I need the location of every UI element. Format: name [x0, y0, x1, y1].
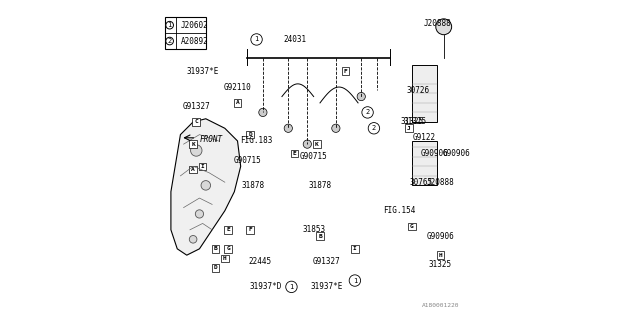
Text: E: E [292, 151, 296, 156]
Circle shape [251, 34, 262, 45]
Circle shape [368, 123, 380, 134]
Text: J20602: J20602 [180, 21, 208, 30]
Text: F: F [248, 227, 252, 232]
FancyBboxPatch shape [234, 99, 241, 107]
Text: 31325: 31325 [429, 260, 452, 269]
Text: I: I [201, 164, 205, 169]
FancyBboxPatch shape [313, 140, 321, 148]
Text: B: B [318, 234, 322, 239]
Text: 31325: 31325 [404, 117, 427, 126]
Circle shape [332, 124, 340, 132]
Circle shape [285, 281, 297, 292]
Text: 31878: 31878 [242, 181, 265, 190]
Text: 2: 2 [365, 109, 370, 116]
Text: B: B [214, 246, 217, 251]
Text: F: F [344, 69, 348, 74]
Text: 2: 2 [168, 38, 172, 44]
FancyBboxPatch shape [211, 245, 219, 252]
FancyBboxPatch shape [224, 226, 232, 234]
FancyBboxPatch shape [436, 252, 444, 259]
FancyBboxPatch shape [164, 17, 206, 49]
Text: FRONT: FRONT [200, 135, 223, 144]
FancyBboxPatch shape [246, 131, 254, 139]
Text: G90715: G90715 [300, 152, 328, 161]
Text: D: D [214, 265, 217, 270]
Circle shape [303, 140, 312, 148]
FancyBboxPatch shape [405, 124, 413, 132]
FancyBboxPatch shape [211, 264, 219, 272]
Text: I: I [353, 246, 356, 251]
Text: A20892: A20892 [180, 36, 208, 45]
Text: G9122: G9122 [413, 133, 436, 142]
Text: 31937*D: 31937*D [250, 282, 282, 292]
Text: G92110: G92110 [223, 83, 252, 92]
FancyBboxPatch shape [316, 232, 324, 240]
Polygon shape [171, 119, 241, 255]
Circle shape [284, 124, 292, 132]
Text: A: A [236, 100, 239, 105]
FancyBboxPatch shape [224, 245, 232, 252]
Text: K: K [315, 142, 319, 147]
Text: FIG.183: FIG.183 [241, 136, 273, 146]
Text: FIG.154: FIG.154 [383, 206, 415, 215]
Text: 1: 1 [255, 36, 259, 43]
Circle shape [166, 21, 173, 29]
Circle shape [195, 210, 204, 218]
Text: J: J [407, 126, 411, 131]
FancyBboxPatch shape [189, 166, 197, 173]
Text: 31325: 31325 [401, 117, 424, 126]
Text: G90906: G90906 [420, 149, 448, 158]
Text: H: H [223, 256, 227, 261]
Circle shape [191, 145, 202, 156]
FancyBboxPatch shape [221, 254, 228, 262]
FancyBboxPatch shape [246, 226, 254, 234]
Text: A: A [191, 167, 195, 172]
FancyBboxPatch shape [412, 65, 437, 122]
Text: 24031: 24031 [283, 35, 306, 44]
Circle shape [259, 108, 267, 116]
Text: G91327: G91327 [182, 101, 210, 111]
FancyBboxPatch shape [291, 150, 298, 157]
Text: G90715: G90715 [233, 156, 261, 164]
Text: 2: 2 [372, 125, 376, 131]
Text: G: G [410, 224, 414, 229]
Text: 1: 1 [289, 284, 294, 290]
Circle shape [166, 37, 173, 45]
Circle shape [357, 92, 365, 101]
Text: D: D [248, 132, 252, 137]
Text: H: H [438, 253, 442, 258]
Circle shape [189, 236, 197, 243]
Text: J20888: J20888 [427, 178, 454, 187]
Text: 30726: 30726 [407, 86, 430, 95]
Text: G90906: G90906 [427, 232, 454, 241]
Text: 31937*E: 31937*E [186, 67, 219, 76]
Text: E: E [226, 227, 230, 232]
FancyBboxPatch shape [408, 223, 416, 230]
Text: K: K [191, 142, 195, 147]
Circle shape [349, 275, 360, 286]
Text: G91327: G91327 [312, 257, 340, 266]
Text: 31853: 31853 [302, 225, 325, 234]
Text: 22445: 22445 [248, 257, 271, 266]
Circle shape [436, 19, 452, 35]
Text: A180001220: A180001220 [422, 303, 460, 308]
Text: 1: 1 [168, 22, 172, 28]
FancyBboxPatch shape [412, 141, 437, 185]
FancyBboxPatch shape [199, 163, 207, 170]
Text: 1: 1 [353, 277, 357, 284]
Text: J20888: J20888 [424, 19, 451, 28]
FancyBboxPatch shape [351, 245, 358, 252]
Text: C: C [195, 119, 198, 124]
FancyBboxPatch shape [193, 118, 200, 126]
Text: G: G [226, 246, 230, 251]
FancyBboxPatch shape [189, 140, 197, 148]
Circle shape [362, 107, 373, 118]
Text: 30765: 30765 [410, 178, 433, 187]
Circle shape [201, 180, 211, 190]
FancyBboxPatch shape [342, 68, 349, 75]
Text: 31878: 31878 [308, 181, 332, 190]
Text: G90906: G90906 [442, 149, 470, 158]
Text: 31937*E: 31937*E [310, 282, 342, 292]
